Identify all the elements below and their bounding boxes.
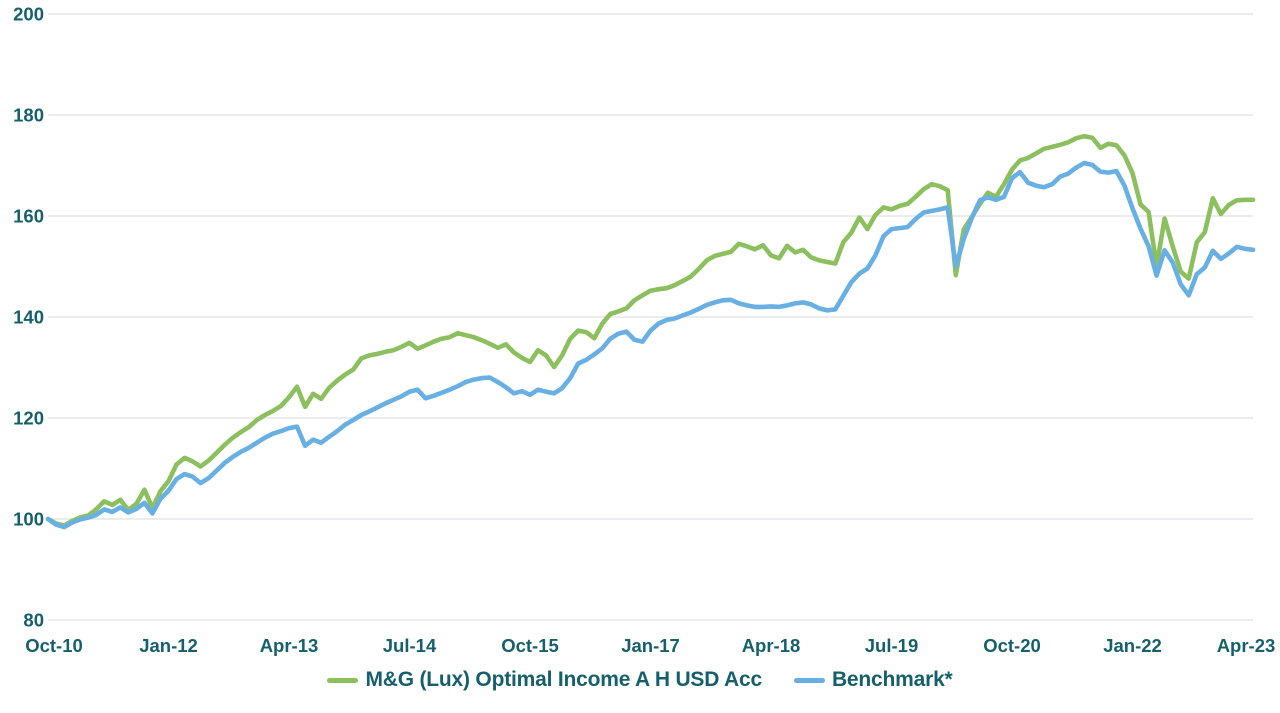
- y-axis-tick-label: 100: [13, 509, 44, 530]
- performance-line-chart: 80 100 120 140 160 180 200 Oct-10 Jan-12 Apr-13 Ju…: [13, 4, 1276, 657]
- benchmark-series-label: Benchmark*: [831, 668, 953, 691]
- x-axis-tick-label: Oct-15: [501, 635, 559, 656]
- fund-series-line: [45, 133, 1256, 528]
- fund-series-swatch: [327, 677, 359, 683]
- x-axis-tick-label: Apr-13: [260, 635, 319, 656]
- x-axis-tick-label: Jan-17: [621, 635, 680, 656]
- x-axis-tick-label: Jul-19: [865, 635, 918, 656]
- legend-item-benchmark: Benchmark*: [793, 668, 953, 692]
- benchmark-series-line: [45, 160, 1256, 530]
- x-axis-tick-label: Jan-12: [139, 635, 198, 656]
- y-axis-tick-label: 120: [13, 408, 44, 429]
- x-axis-tick-label: Jan-22: [1103, 635, 1162, 656]
- x-axis-tick-label: Jul-14: [383, 635, 437, 656]
- chart-legend: M&G (Lux) Optimal Income A H USD Acc Ben…: [0, 668, 1280, 692]
- fund-series-label: M&G (Lux) Optimal Income A H USD Acc: [365, 668, 762, 691]
- x-axis-tick-label: Apr-18: [742, 635, 801, 656]
- legend-item-fund: M&G (Lux) Optimal Income A H USD Acc: [327, 668, 762, 692]
- y-axis-tick-label: 160: [13, 206, 44, 227]
- y-axis-tick-label: 140: [13, 307, 44, 328]
- y-axis-tick-label: 200: [13, 4, 44, 25]
- benchmark-series-swatch: [793, 677, 825, 683]
- x-axis-tick-label: Oct-20: [983, 635, 1041, 656]
- y-axis-tick-label: 80: [23, 610, 44, 631]
- x-axis-tick-label: Oct-10: [25, 635, 83, 656]
- y-axis-tick-label: 180: [13, 105, 44, 126]
- x-axis-tick-label: Apr-23: [1217, 635, 1276, 656]
